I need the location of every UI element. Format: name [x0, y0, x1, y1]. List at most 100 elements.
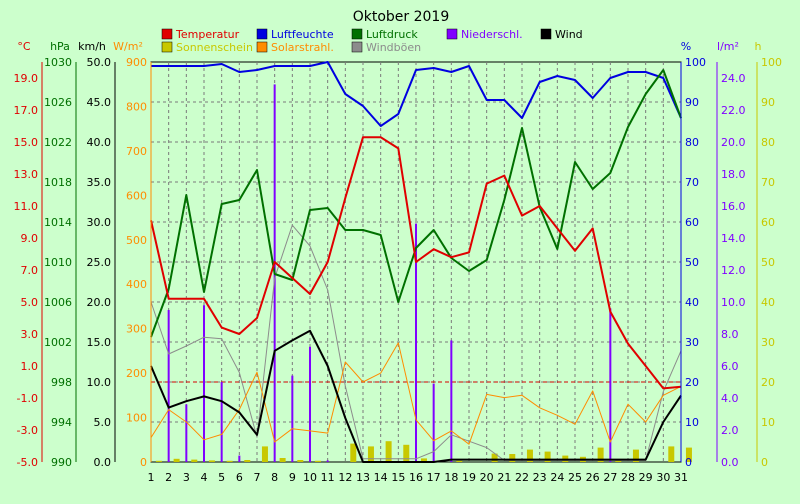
precipitation-tick-label: 10.0: [721, 296, 746, 309]
temperature-tick-label: -3.0: [17, 424, 38, 437]
sunshine-bar: [597, 447, 604, 462]
sunshine-tick-label: 90: [761, 96, 775, 109]
x-tick-label: 17: [427, 471, 441, 484]
sunshine-bar: [456, 460, 463, 462]
sunshine-bar: [420, 458, 427, 462]
wind-tick-label: 35.0: [87, 176, 112, 189]
pressure-tick-label: 994: [51, 416, 72, 429]
sunshine-bar: [668, 446, 675, 462]
precipitation-bar: [185, 404, 188, 462]
legend-label-gusts: Windböen: [366, 41, 421, 54]
wind-tick-label: 10.0: [87, 376, 112, 389]
x-tick-label: 7: [254, 471, 261, 484]
pressure-tick-label: 990: [51, 456, 72, 469]
x-tick-label: 14: [374, 471, 388, 484]
legend-label-temperature: Temperatur: [175, 28, 240, 41]
sunshine-bar: [350, 443, 357, 462]
legend-swatch-gusts: [351, 41, 363, 53]
x-tick-label: 21: [497, 471, 511, 484]
sunshine-bar: [244, 460, 251, 462]
humidity-tick-label: 90: [685, 96, 699, 109]
sunshine-bar: [226, 460, 233, 462]
humidity-tick-label: 70: [685, 176, 699, 189]
temperature-tick-label: 17.0: [14, 104, 39, 117]
x-tick-label: 6: [236, 471, 243, 484]
sunshine-tick-label: 30: [761, 336, 775, 349]
x-tick-label: 9: [289, 471, 296, 484]
temperature-tick-label: -1.0: [17, 392, 38, 405]
solar-tick-label: 900: [126, 56, 147, 69]
x-tick-label: 28: [621, 471, 635, 484]
sunshine-tick-label: 40: [761, 296, 775, 309]
legend-swatch-pressure: [351, 28, 363, 40]
wind-tick-label: 45.0: [87, 96, 112, 109]
sunshine-bar: [279, 458, 286, 462]
humidity-line: [151, 61, 682, 127]
pressure-tick-label: 998: [51, 376, 72, 389]
sunshine-bar: [615, 460, 622, 462]
precipitation-bar: [220, 382, 223, 462]
sunshine-bar: [685, 447, 692, 462]
humidity-tick-label: 60: [685, 216, 699, 229]
legend-label-wind: Wind: [555, 28, 583, 41]
solar-tick-label: 800: [126, 100, 147, 113]
sunshine-bar: [261, 446, 268, 462]
x-tick-label: 16: [409, 471, 423, 484]
wind-tick-label: 50.0: [87, 56, 112, 69]
precipitation-bar: [609, 308, 612, 462]
precipitation-bar: [291, 375, 294, 462]
temperature-tick-label: 5.0: [21, 296, 39, 309]
sunshine-bar: [526, 449, 533, 462]
temperature-line: [150, 136, 682, 390]
precipitation-tick-label: 16.0: [721, 200, 746, 213]
pressure-tick-label: 1030: [44, 56, 72, 69]
temperature-tick-label: 3.0: [21, 328, 39, 341]
sunshine-bar: [491, 453, 498, 462]
x-tick-label: 3: [183, 471, 190, 484]
x-tick-label: 30: [656, 471, 670, 484]
humidity-tick-label: 80: [685, 136, 699, 149]
humidity-axis-unit: %: [681, 40, 691, 53]
temperature-tick-label: 11.0: [14, 200, 39, 213]
solar-tick-label: 0: [140, 456, 147, 469]
legend-swatch-sunshine: [161, 41, 173, 53]
precipitation-bar: [415, 223, 417, 462]
legend-label-precipitation: Niederschl.: [461, 28, 523, 41]
sunshine-bar: [173, 458, 180, 462]
x-tick-label: 19: [462, 471, 476, 484]
x-tick-label: 4: [201, 471, 208, 484]
legend-label-pressure: Luftdruck: [366, 28, 418, 41]
x-tick-label: 27: [603, 471, 617, 484]
x-tick-label: 18: [444, 471, 458, 484]
pressure-tick-label: 1006: [44, 296, 72, 309]
temperature-tick-label: 9.0: [21, 232, 39, 245]
sunshine-bar: [385, 441, 392, 462]
x-tick-label: 1: [148, 471, 155, 484]
sunshine-bar: [191, 459, 198, 462]
precipitation-tick-label: 0.0: [721, 456, 739, 469]
x-tick-label: 2: [165, 471, 172, 484]
precipitation-tick-label: 2.0: [721, 424, 739, 437]
pressure-tick-label: 1018: [44, 176, 72, 189]
sunshine-bar: [208, 460, 215, 462]
temperature-tick-label: 7.0: [21, 264, 39, 277]
legend-swatch-solar: [256, 41, 268, 53]
solar-tick-label: 500: [126, 234, 147, 247]
solar-tick-label: 100: [126, 412, 147, 425]
legend-label-humidity: Luftfeuchte: [271, 28, 334, 41]
chart-title: Oktober 2019: [353, 9, 450, 25]
sunshine-tick-label: 70: [761, 176, 775, 189]
sunshine-bar: [155, 460, 162, 462]
temperature-tick-label: 19.0: [14, 72, 39, 85]
precipitation-tick-label: 20.0: [721, 136, 746, 149]
wind-tick-label: 25.0: [87, 256, 112, 269]
legend-label-sunshine: Sonnenschein: [176, 41, 253, 54]
sunshine-tick-label: 20: [761, 376, 775, 389]
wind-axis-unit: km/h: [78, 40, 106, 53]
x-tick-label: 24: [550, 471, 564, 484]
temperature-tick-label: 15.0: [14, 136, 39, 149]
sunshine-bar: [632, 449, 639, 462]
humidity-tick-label: 100: [685, 56, 706, 69]
sunshine-tick-label: 100: [761, 56, 782, 69]
wind-tick-label: 20.0: [87, 296, 112, 309]
